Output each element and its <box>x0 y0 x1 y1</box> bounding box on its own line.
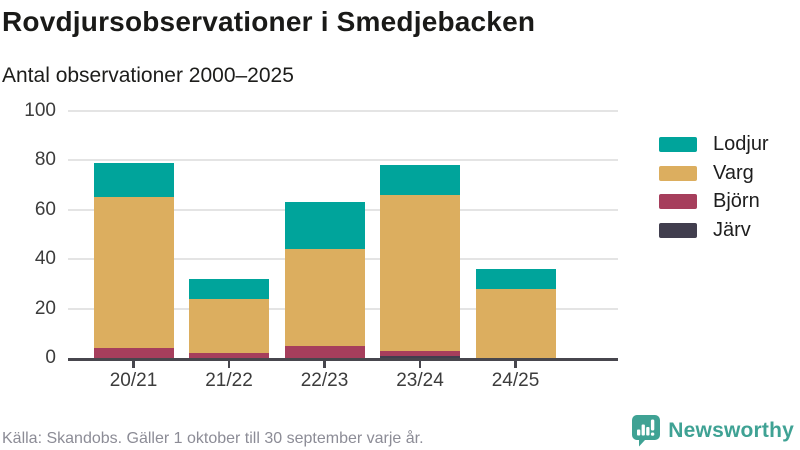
x-axis-tick <box>227 360 231 368</box>
x-axis-tick <box>514 360 517 368</box>
bar-segment-varg-23-24 <box>380 194 460 351</box>
y-axis-tick-label: 100 <box>24 100 56 121</box>
y-axis-tick-label: 40 <box>34 248 56 270</box>
chart-subtitle: Antal observationer 2000–2025 <box>2 64 294 87</box>
x-axis-label-24-25: 24/25 <box>491 370 540 391</box>
bar-segment-björn-22-23 <box>284 345 365 358</box>
gridline-y80 <box>68 159 618 162</box>
source-note: Källa: Skandobs. Gäller 1 oktober till 3… <box>2 430 424 447</box>
bar-segment-lodjur-23-24 <box>380 165 460 195</box>
bar-segment-varg-24-25 <box>475 288 556 358</box>
legend-swatch-lodjur <box>659 137 697 152</box>
legend-item-järv: Järv <box>659 219 751 242</box>
legend-label-björn: Björn <box>713 190 760 213</box>
y-axis-tick-label: 60 <box>34 198 56 220</box>
x-axis-label-21-22: 21/22 <box>205 370 253 391</box>
y-axis-tick-label: 20 <box>34 297 56 319</box>
bar-segment-varg-22-23 <box>284 249 365 346</box>
legend-swatch-björn <box>659 194 697 210</box>
legend-item-björn: Björn <box>659 190 760 213</box>
legend-label-varg: Varg <box>713 161 754 184</box>
x-axis-label-20-21: 20/21 <box>109 370 158 391</box>
y-axis-tick-label: 0 <box>45 347 56 368</box>
legend-item-lodjur: Lodjur <box>659 133 769 156</box>
gridline-y100 <box>68 110 618 112</box>
chart-title: Rovdjursobservationer i Smedjebacken <box>2 6 536 37</box>
bar-segment-björn-23-24 <box>380 350 460 356</box>
x-axis-tick <box>323 360 326 368</box>
bar-segment-järv-23-24 <box>380 355 460 358</box>
bar-segment-lodjur-20-21 <box>93 162 174 198</box>
legend-swatch-järv <box>659 222 697 238</box>
bar-segment-björn-21-22 <box>189 353 269 358</box>
legend-swatch-varg <box>659 165 697 181</box>
legend-label-lodjur: Lodjur <box>713 133 769 155</box>
x-axis-label-23-24: 23/24 <box>396 370 444 391</box>
bar-segment-lodjur-21-22 <box>189 278 269 299</box>
bar-segment-varg-21-22 <box>189 298 269 354</box>
bar-segment-björn-20-21 <box>93 348 174 358</box>
x-axis-line <box>68 358 618 361</box>
x-axis-label-22-23: 22/23 <box>300 370 349 391</box>
legend-item-varg: Varg <box>659 162 754 185</box>
newsworthy-wordmark: Newsworthy <box>668 418 794 442</box>
x-axis-tick <box>418 360 422 368</box>
newsworthy-logo: Newsworthy <box>631 414 794 447</box>
bar-segment-varg-20-21 <box>93 197 174 349</box>
legend-label-järv: Järv <box>713 218 751 241</box>
y-axis-tick-label: 80 <box>34 149 56 171</box>
x-axis-tick <box>132 360 135 368</box>
bar-segment-lodjur-24-25 <box>475 269 556 289</box>
bar-segment-lodjur-22-23 <box>284 202 365 250</box>
newsworthy-logo-icon <box>632 415 661 447</box>
